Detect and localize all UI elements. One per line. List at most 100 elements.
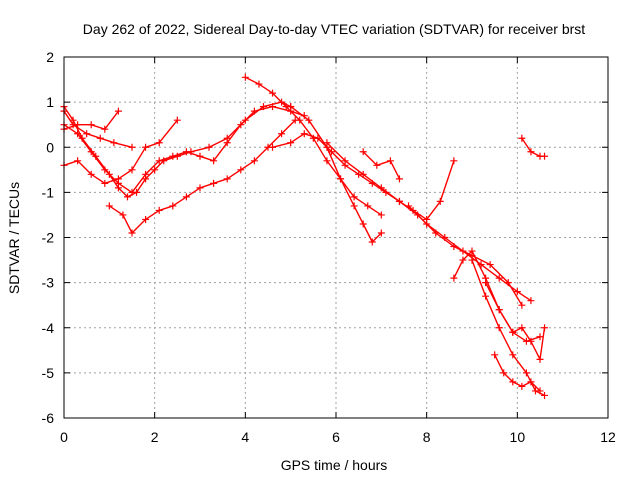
y-tick-label: -5 bbox=[42, 365, 55, 381]
x-tick-label: 2 bbox=[151, 429, 159, 445]
data-point bbox=[527, 378, 535, 386]
y-tick-label: -4 bbox=[42, 320, 55, 336]
y-tick-label: -6 bbox=[42, 410, 55, 426]
data-point bbox=[128, 143, 136, 151]
x-tick-label: 6 bbox=[332, 429, 340, 445]
data-point bbox=[205, 143, 213, 151]
series-layer bbox=[60, 73, 549, 399]
data-point bbox=[486, 261, 494, 269]
series-line bbox=[63, 110, 133, 149]
data-point bbox=[500, 369, 508, 377]
data-point bbox=[105, 202, 113, 210]
data-point bbox=[368, 238, 376, 246]
series-arc-2 bbox=[60, 103, 308, 196]
data-point bbox=[377, 184, 385, 192]
data-point bbox=[210, 157, 218, 165]
y-tick-label: 0 bbox=[46, 139, 54, 155]
data-point bbox=[278, 130, 286, 138]
data-point bbox=[155, 157, 163, 165]
x-axis-label: GPS time / hours bbox=[281, 457, 388, 473]
data-point bbox=[423, 220, 431, 228]
data-point bbox=[341, 157, 349, 165]
series-line bbox=[453, 250, 541, 342]
chart-title: Day 262 of 2022, Sidereal Day-to-day VTE… bbox=[83, 21, 585, 37]
data-point bbox=[495, 306, 503, 314]
data-point bbox=[482, 279, 490, 287]
data-point bbox=[541, 391, 549, 399]
data-point bbox=[513, 288, 521, 296]
data-point bbox=[101, 179, 109, 187]
data-point bbox=[101, 166, 109, 174]
data-point bbox=[114, 175, 122, 183]
series-arc-5 bbox=[60, 116, 181, 187]
data-point bbox=[541, 152, 549, 160]
data-point bbox=[509, 378, 517, 386]
y-tick-label: -3 bbox=[42, 275, 55, 291]
data-point bbox=[196, 184, 204, 192]
data-point bbox=[337, 175, 345, 183]
data-point bbox=[405, 202, 413, 210]
data-point bbox=[527, 148, 535, 156]
data-point bbox=[241, 73, 249, 81]
data-point bbox=[468, 256, 476, 264]
series-line bbox=[362, 151, 401, 180]
data-point bbox=[287, 139, 295, 147]
data-point bbox=[522, 369, 530, 377]
data-point bbox=[210, 179, 218, 187]
series-arc-15 bbox=[482, 279, 549, 363]
data-point bbox=[364, 202, 372, 210]
data-point bbox=[518, 382, 526, 390]
series-arc-16 bbox=[491, 351, 544, 395]
data-point bbox=[173, 116, 181, 124]
data-point bbox=[255, 80, 263, 88]
data-point bbox=[123, 193, 131, 201]
data-point bbox=[536, 355, 544, 363]
data-point bbox=[482, 292, 490, 300]
data-point bbox=[87, 148, 95, 156]
data-point bbox=[527, 337, 535, 345]
data-point bbox=[169, 202, 177, 210]
data-point bbox=[441, 234, 449, 241]
y-tick-label: 2 bbox=[46, 49, 54, 65]
data-point bbox=[459, 256, 467, 264]
x-tick-label: 4 bbox=[241, 429, 249, 445]
data-point bbox=[459, 247, 467, 255]
x-tick-label: 0 bbox=[60, 429, 68, 445]
data-point bbox=[87, 170, 95, 178]
data-point bbox=[450, 157, 458, 165]
data-point bbox=[350, 193, 358, 201]
y-axis-label: SDTVAR / TECUs bbox=[6, 182, 22, 294]
data-point bbox=[395, 175, 403, 183]
data-point bbox=[151, 166, 159, 174]
series-line bbox=[290, 105, 382, 243]
data-point bbox=[468, 247, 476, 255]
data-point bbox=[269, 143, 277, 151]
series-line bbox=[63, 101, 292, 198]
data-point bbox=[128, 166, 136, 174]
data-point bbox=[182, 148, 190, 156]
data-point bbox=[509, 328, 517, 336]
data-point bbox=[74, 130, 82, 138]
data-point bbox=[323, 139, 331, 147]
data-point bbox=[69, 121, 77, 129]
data-point bbox=[101, 125, 109, 133]
data-point bbox=[128, 229, 136, 237]
data-point bbox=[527, 297, 535, 305]
data-point bbox=[142, 215, 150, 223]
data-point bbox=[196, 152, 204, 160]
data-point bbox=[96, 134, 104, 142]
data-point bbox=[359, 220, 367, 228]
data-point bbox=[142, 143, 150, 151]
data-point bbox=[155, 206, 163, 214]
data-point bbox=[386, 157, 394, 165]
series-arc-17 bbox=[518, 134, 549, 160]
data-point bbox=[83, 130, 91, 138]
data-point bbox=[495, 324, 503, 332]
data-point bbox=[223, 175, 231, 183]
data-point bbox=[509, 351, 517, 359]
series-arc-7 bbox=[241, 73, 385, 219]
data-point bbox=[114, 107, 122, 115]
